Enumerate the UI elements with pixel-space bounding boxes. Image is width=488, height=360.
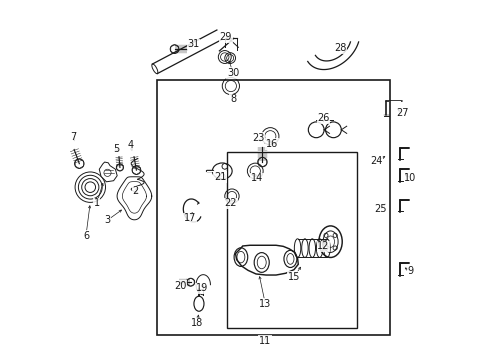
Text: 30: 30 bbox=[226, 68, 239, 78]
Text: 27: 27 bbox=[395, 108, 407, 118]
Text: 8: 8 bbox=[229, 94, 236, 104]
Text: 7: 7 bbox=[70, 132, 76, 142]
Bar bbox=[226, 152, 357, 328]
Polygon shape bbox=[99, 162, 117, 182]
Text: 24: 24 bbox=[369, 156, 382, 166]
Text: 16: 16 bbox=[265, 139, 278, 149]
Text: 28: 28 bbox=[334, 43, 346, 53]
Text: 1: 1 bbox=[94, 198, 100, 208]
Text: 17: 17 bbox=[183, 213, 196, 223]
Text: 19: 19 bbox=[196, 283, 208, 293]
Text: 5: 5 bbox=[113, 144, 119, 154]
Text: 21: 21 bbox=[213, 172, 226, 182]
Text: 12: 12 bbox=[317, 241, 329, 251]
Text: 2: 2 bbox=[132, 186, 139, 197]
Text: 22: 22 bbox=[224, 198, 237, 208]
Text: 29: 29 bbox=[219, 32, 232, 42]
Text: 13: 13 bbox=[259, 299, 271, 309]
Text: 20: 20 bbox=[173, 281, 186, 291]
Text: 11: 11 bbox=[259, 336, 271, 346]
Text: 4: 4 bbox=[127, 140, 134, 150]
Text: 14: 14 bbox=[250, 173, 263, 183]
Text: 9: 9 bbox=[407, 266, 413, 276]
Text: 18: 18 bbox=[191, 319, 203, 328]
Text: 10: 10 bbox=[404, 173, 416, 183]
Text: 25: 25 bbox=[373, 204, 386, 214]
Text: 6: 6 bbox=[83, 231, 89, 240]
Polygon shape bbox=[235, 245, 298, 275]
Text: 31: 31 bbox=[187, 40, 199, 49]
Text: 15: 15 bbox=[287, 272, 300, 282]
Text: 3: 3 bbox=[104, 215, 110, 225]
Text: 23: 23 bbox=[251, 133, 264, 143]
Text: 26: 26 bbox=[317, 113, 329, 123]
Bar bbox=[156, 80, 389, 335]
